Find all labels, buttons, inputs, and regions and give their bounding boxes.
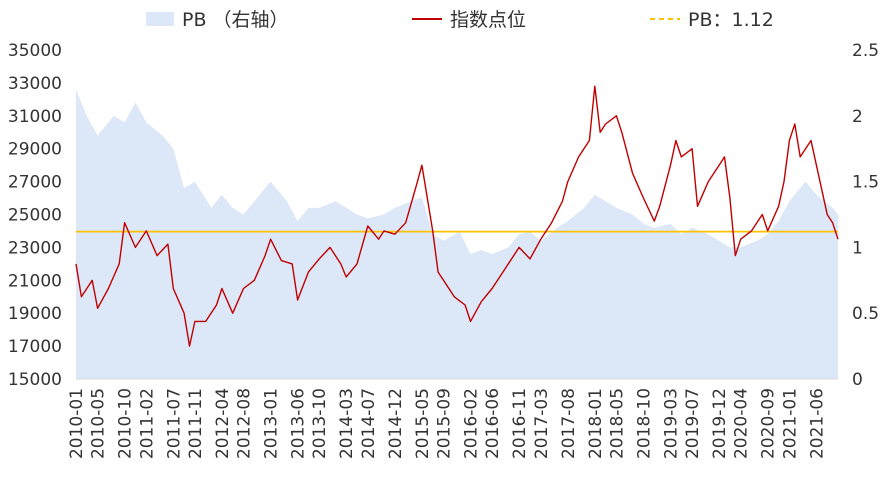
x-axis-tick-label: 2010-10	[116, 388, 136, 459]
x-axis-tick-label: 2011-07	[164, 388, 184, 459]
x-axis-tick-label: 2016-02	[462, 388, 482, 459]
left-axis-tick-label: 35000	[8, 41, 62, 61]
x-axis-tick-label: 2013-06	[289, 388, 309, 459]
x-axis-tick-label: 2019-07	[683, 388, 703, 459]
x-axis-tick-label: 2012-08	[235, 388, 255, 459]
left-axis-tick-label: 27000	[8, 173, 62, 193]
x-axis-tick-label: 2014-07	[359, 388, 379, 459]
left-axis: 15000 17000 19000 21000 23000 25000 27000 29000…	[8, 41, 62, 390]
x-axis-tick-label: 2010-05	[89, 388, 109, 459]
plot-area	[75, 85, 839, 379]
index-line	[75, 85, 839, 347]
x-axis-tick-label: 2019-03	[662, 388, 682, 459]
x-axis-tick-label: 2018-01	[586, 388, 606, 459]
pb-area	[76, 89, 838, 379]
x-axis-tick-label: 2020-04	[732, 388, 752, 459]
right-axis-tick-label: 2	[852, 107, 863, 127]
x-axis-tick-label: 2014-03	[337, 388, 357, 459]
right-axis-tick-label: 2.5	[852, 41, 879, 61]
left-axis-tick-label: 21000	[8, 271, 62, 291]
x-axis-tick-label: 2012-04	[213, 388, 233, 459]
x-axis-tick-label: 2016-06	[483, 388, 503, 459]
x-axis-tick-label: 2013-01	[262, 388, 282, 459]
left-axis-tick-label: 33000	[8, 74, 62, 94]
right-axis-tick-label: 1	[852, 238, 863, 258]
x-axis-tick-label: 2011-02	[137, 388, 157, 459]
x-axis-tick-label: 2018-05	[607, 388, 627, 459]
x-axis-tick-label: 2021-01	[780, 388, 800, 459]
right-axis-tick-label: 0	[852, 370, 863, 390]
x-axis-tick-label: 2020-09	[759, 388, 779, 459]
x-axis: 2010-01 2010-05 2010-10 2011-02 2011-07 2011-…	[67, 378, 838, 459]
x-axis-tick-label: 2019-12	[710, 388, 730, 459]
legend-area-swatch	[146, 12, 174, 26]
left-axis-tick-label: 15000	[8, 370, 62, 390]
x-axis-tick-label: 2013-10	[310, 388, 330, 459]
left-axis-tick-label: 25000	[8, 206, 62, 226]
left-axis-tick-label: 31000	[8, 107, 62, 127]
left-axis-tick-label: 17000	[8, 337, 62, 357]
legend-area-label: PB （右轴）	[182, 9, 289, 31]
x-axis-tick-label: 2011-11	[186, 388, 206, 459]
x-axis-tick-label: 2010-01	[67, 388, 87, 459]
x-axis-tick-label: 2018-10	[634, 388, 654, 459]
right-axis-tick-label: 1.5	[852, 173, 879, 193]
right-axis: 0 0.5 1 1.5 2 2.5	[852, 41, 879, 390]
x-axis-tick-label: 2016-11	[510, 388, 530, 459]
left-axis-tick-label: 23000	[8, 238, 62, 258]
legend-ref-label: PB：1.12	[688, 9, 774, 31]
left-axis-tick-label: 19000	[8, 304, 62, 324]
x-axis-tick-label: 2021-06	[807, 388, 827, 459]
x-axis-tick-label: 2017-08	[559, 388, 579, 459]
legend: PB （右轴） 指数点位 PB：1.12	[146, 9, 774, 31]
x-axis-tick-label: 2014-12	[386, 388, 406, 459]
x-axis-tick-label: 2015-09	[435, 388, 455, 459]
x-axis-tick-label: 2015-05	[413, 388, 433, 459]
x-axis-tick-label: 2017-03	[532, 388, 552, 459]
right-axis-tick-label: 0.5	[852, 304, 879, 324]
left-axis-tick-label: 29000	[8, 140, 62, 160]
legend-line-label: 指数点位	[450, 9, 526, 31]
